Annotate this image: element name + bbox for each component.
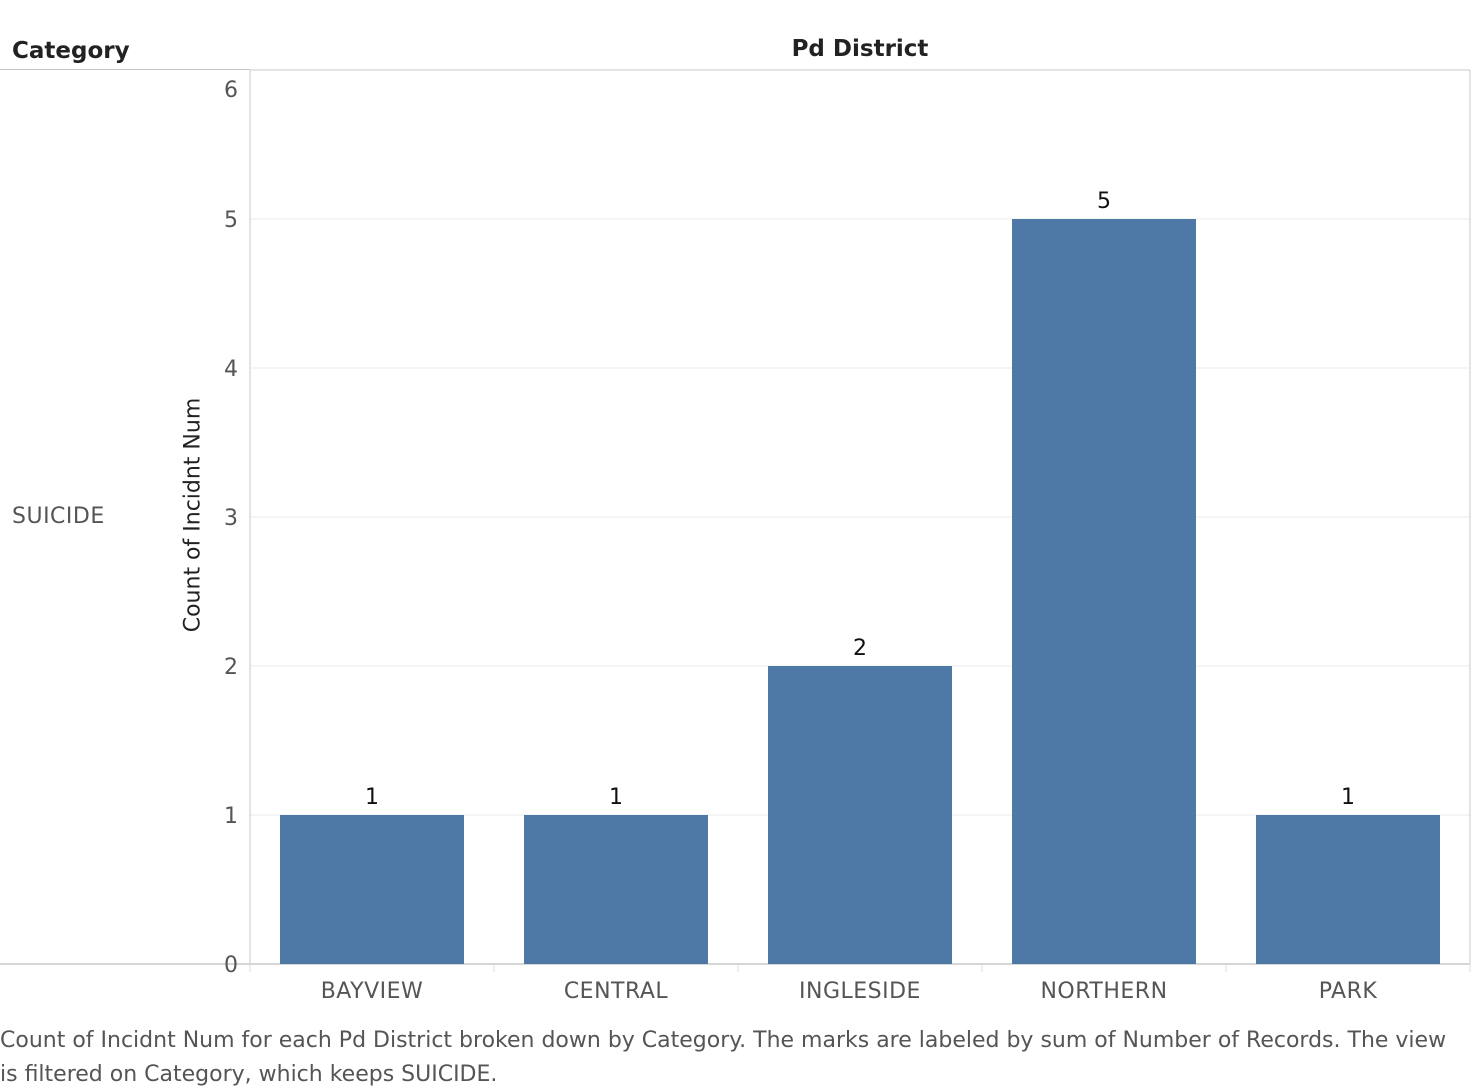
chart-caption: Count of Incidnt Num for each Pd Distric… [0, 1028, 1447, 1087]
row-value-suicide: SUICIDE [12, 504, 105, 529]
y-tick-labels: 0 1 2 3 4 5 6 [224, 78, 238, 978]
row-header-category: Category [12, 38, 130, 64]
bar-central [524, 815, 708, 964]
y-tick-label: 3 [224, 506, 238, 531]
x-tick-label: CENTRAL [564, 979, 669, 1004]
x-tick-labels: BAYVIEW CENTRAL INGLESIDE NORTHERN PARK [321, 979, 1378, 1004]
header-divider [0, 69, 250, 70]
data-label: 1 [609, 785, 623, 810]
data-label: 5 [1097, 189, 1111, 214]
y-tick-label: 0 [224, 953, 238, 978]
column-header-pd-district: Pd District [791, 36, 929, 62]
y-tick-label: 4 [224, 357, 238, 382]
data-labels: 1 1 2 5 1 [365, 189, 1355, 810]
x-tick-label: PARK [1319, 979, 1378, 1004]
bar-park [1256, 815, 1440, 964]
x-tick-label: NORTHERN [1040, 979, 1167, 1004]
data-label: 1 [365, 785, 379, 810]
bars [280, 219, 1440, 964]
y-tick-label: 2 [224, 655, 238, 680]
y-tick-label: 6 [224, 78, 238, 103]
bar-ingleside [768, 666, 952, 964]
y-tick-label: 5 [224, 208, 238, 233]
data-label: 2 [853, 636, 867, 661]
x-tick-label: INGLESIDE [799, 979, 921, 1004]
bar-chart: 1 1 2 5 1 0 1 2 3 4 5 6 BAYVIEW CENTRAL INGLESIDE NOR… [0, 69, 1471, 1004]
x-tick-label: BAYVIEW [321, 979, 424, 1004]
bar-northern [1012, 219, 1196, 964]
y-tick-label: 1 [224, 804, 238, 829]
bar-bayview [280, 815, 464, 964]
axes [0, 69, 1471, 972]
data-label: 1 [1341, 785, 1355, 810]
